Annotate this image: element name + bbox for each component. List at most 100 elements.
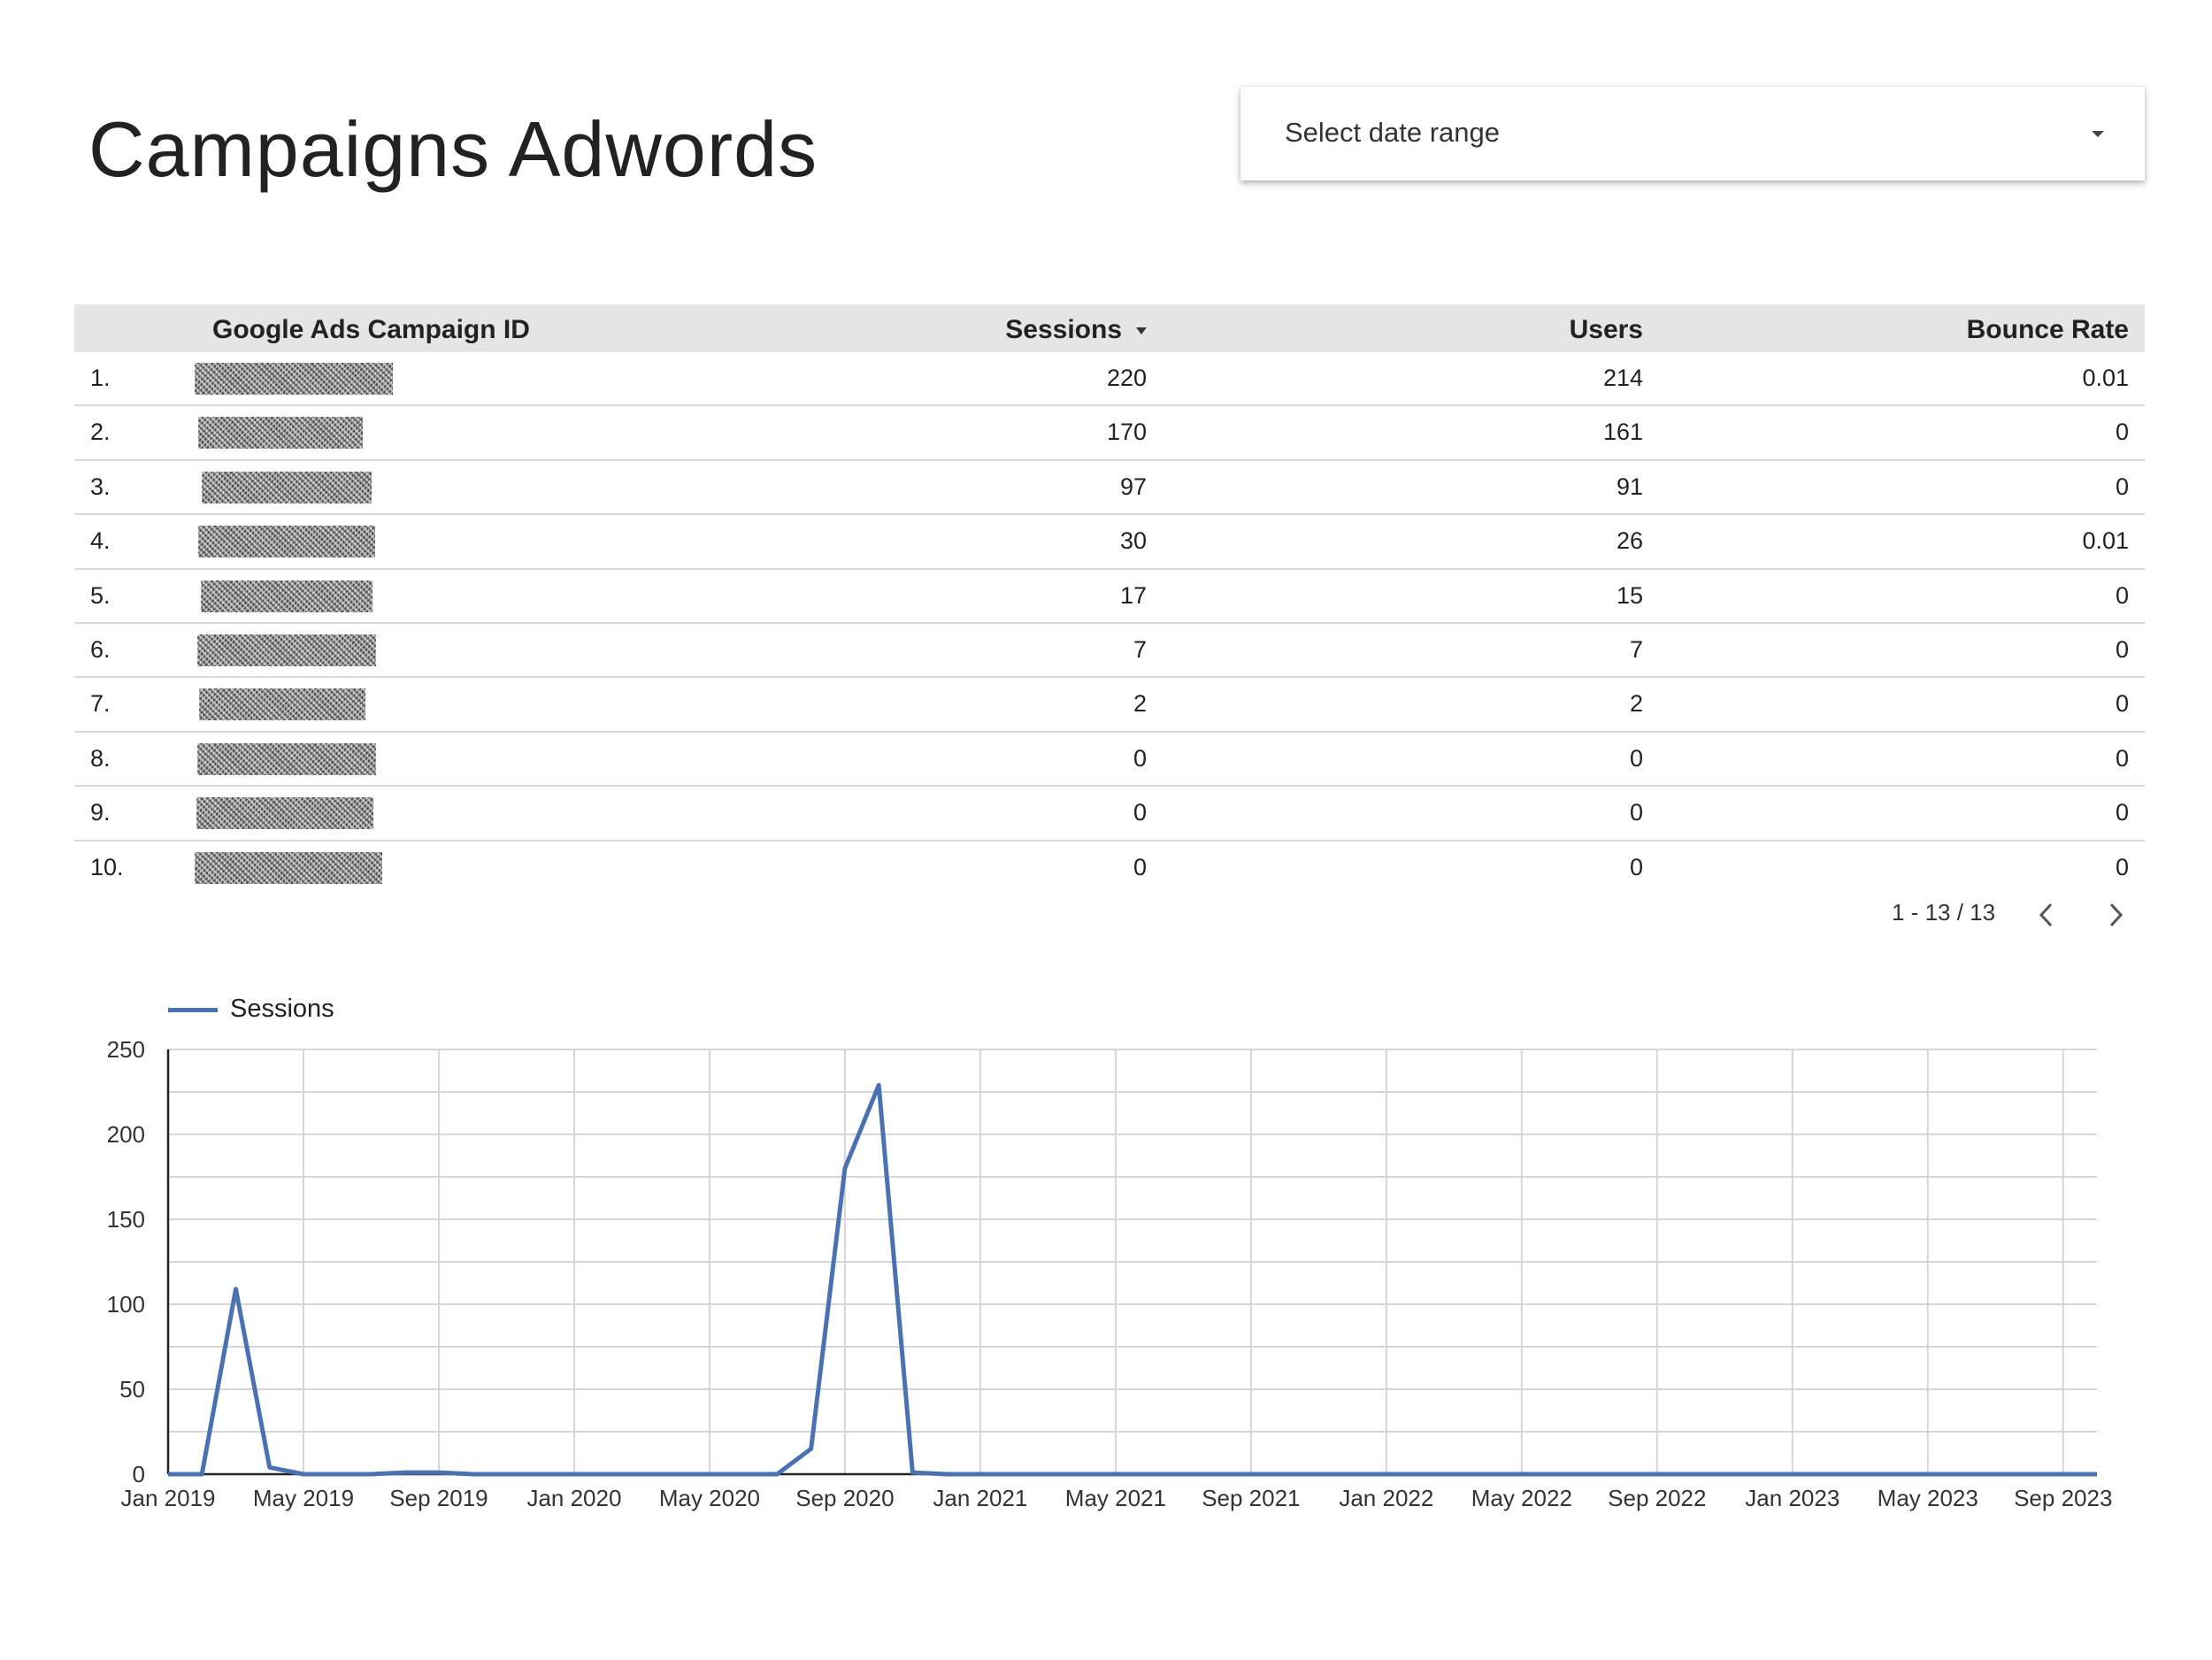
row-bounce-rate: 0	[2115, 473, 2129, 500]
row-sessions: 170	[1106, 419, 1147, 446]
chevron-left-icon	[2039, 903, 2053, 927]
row-bounce-rate: 0	[2115, 853, 2129, 880]
campaigns-table: Google Ads Campaign ID Sessions Users Bo…	[74, 304, 2145, 895]
y-tick-label: 100	[107, 1291, 145, 1318]
row-users: 161	[1602, 419, 1643, 446]
row-users: 0	[1629, 853, 1643, 880]
table-row[interactable]: 4. 30 26 0.01	[74, 515, 2145, 570]
chevron-right-icon	[2109, 903, 2124, 927]
chart-legend[interactable]: Sessions	[168, 995, 334, 1024]
redacted-campaign-id	[199, 688, 365, 721]
row-sessions: 97	[1119, 473, 1147, 500]
x-tick-label: Jan 2022	[1339, 1485, 1433, 1511]
table-row[interactable]: 10. 0 0 0	[74, 842, 2145, 895]
row-index: 4.	[90, 527, 111, 555]
row-sessions: 30	[1119, 527, 1147, 555]
x-tick-label: Sep 2019	[389, 1485, 488, 1511]
column-header-bounce-rate[interactable]: Bounce Rate	[1966, 315, 2129, 344]
row-users: 214	[1602, 365, 1643, 391]
x-tick-label: Jan 2020	[526, 1485, 621, 1511]
redacted-campaign-id	[201, 580, 373, 612]
legend-swatch	[168, 1007, 218, 1012]
sort-descending-icon	[1136, 327, 1147, 335]
row-bounce-rate: 0	[2115, 799, 2129, 826]
x-tick-label: May 2023	[1878, 1485, 1978, 1511]
row-sessions: 0	[1133, 853, 1147, 880]
row-users: 0	[1629, 799, 1643, 826]
y-tick-label: 50	[119, 1376, 145, 1403]
row-index: 9.	[90, 799, 111, 826]
row-bounce-rate: 0	[2115, 419, 2129, 446]
table-row[interactable]: 5. 17 15 0	[74, 570, 2145, 624]
row-index: 10.	[90, 853, 124, 880]
redacted-campaign-id	[195, 363, 393, 395]
row-index: 3.	[90, 473, 111, 500]
table-row[interactable]: 3. 97 91 0	[74, 461, 2145, 516]
redacted-campaign-id	[197, 742, 376, 775]
x-tick-label: Sep 2020	[795, 1485, 894, 1511]
table-row[interactable]: 7. 2 2 0	[74, 678, 2145, 733]
redacted-campaign-id	[198, 526, 375, 558]
row-index: 7.	[90, 690, 111, 718]
row-bounce-rate: 0	[2115, 744, 2129, 772]
row-index: 6.	[90, 635, 111, 663]
next-page-button[interactable]	[2099, 899, 2131, 931]
x-tick-label: May 2021	[1065, 1485, 1166, 1511]
row-users: 2	[1629, 690, 1643, 718]
x-tick-label: Sep 2021	[1202, 1485, 1300, 1511]
table-header: Google Ads Campaign ID Sessions Users Bo…	[74, 304, 2145, 352]
caret-down-icon	[2092, 131, 2104, 137]
x-tick-label: Sep 2022	[1608, 1485, 1706, 1511]
redacted-campaign-id	[198, 417, 363, 450]
table-row[interactable]: 1. 220 214 0.01	[74, 352, 2145, 407]
row-bounce-rate: 0.01	[2082, 527, 2129, 555]
redacted-campaign-id	[202, 471, 372, 503]
column-header-users[interactable]: Users	[1569, 315, 1643, 344]
row-bounce-rate: 0	[2115, 635, 2129, 663]
redacted-campaign-id	[197, 634, 376, 666]
row-users: 0	[1629, 744, 1643, 772]
row-index: 2.	[90, 419, 111, 446]
row-users: 7	[1629, 635, 1643, 663]
date-range-label: Select date range	[1285, 117, 1501, 148]
previous-page-button[interactable]	[2032, 899, 2063, 931]
y-tick-label: 150	[107, 1206, 145, 1233]
redacted-campaign-id	[195, 851, 382, 884]
column-header-campaign-id[interactable]: Google Ads Campaign ID	[212, 315, 530, 344]
row-index: 5.	[90, 581, 111, 609]
y-tick-label: 250	[107, 1036, 145, 1063]
table-row[interactable]: 8. 0 0 0	[74, 733, 2145, 788]
redacted-campaign-id	[196, 797, 373, 830]
row-sessions: 2	[1133, 690, 1147, 718]
row-bounce-rate: 0.01	[2082, 365, 2129, 391]
table-row[interactable]: 6. 7 7 0	[74, 624, 2145, 679]
table-row[interactable]: 9. 0 0 0	[74, 787, 2145, 842]
row-sessions: 7	[1133, 635, 1147, 663]
y-tick-label: 200	[107, 1121, 145, 1148]
legend-label: Sessions	[230, 995, 334, 1023]
x-tick-label: Jan 2021	[933, 1485, 1027, 1511]
row-bounce-rate: 0	[2115, 581, 2129, 609]
pagination-label: 1 - 13 / 13	[1892, 899, 1996, 926]
x-tick-label: May 2019	[253, 1485, 354, 1511]
x-tick-label: May 2020	[659, 1485, 760, 1511]
x-tick-label: Jan 2023	[1745, 1485, 1839, 1511]
row-index: 8.	[90, 744, 111, 772]
row-users: 15	[1616, 581, 1643, 609]
table-row[interactable]: 2. 170 161 0	[74, 406, 2145, 461]
row-users: 91	[1616, 473, 1643, 500]
column-header-sessions[interactable]: Sessions	[1005, 315, 1147, 345]
page-title: Campaigns Adwords	[88, 105, 818, 193]
x-tick-label: Sep 2023	[2014, 1485, 2112, 1511]
date-range-selector[interactable]: Select date range	[1240, 87, 2145, 181]
row-users: 26	[1616, 527, 1643, 555]
column-header-sessions-label: Sessions	[1005, 315, 1122, 344]
row-bounce-rate: 0	[2115, 690, 2129, 718]
row-sessions: 17	[1119, 581, 1147, 609]
x-tick-label: Jan 2019	[121, 1485, 216, 1511]
row-sessions: 0	[1133, 744, 1147, 772]
sessions-line-chart: Jan 2019 May 2019 Sep 2019 Jan 2020 May 2020…	[107, 1036, 2113, 1511]
row-sessions: 0	[1133, 799, 1147, 826]
row-index: 1.	[90, 365, 111, 391]
row-sessions: 220	[1106, 365, 1147, 391]
